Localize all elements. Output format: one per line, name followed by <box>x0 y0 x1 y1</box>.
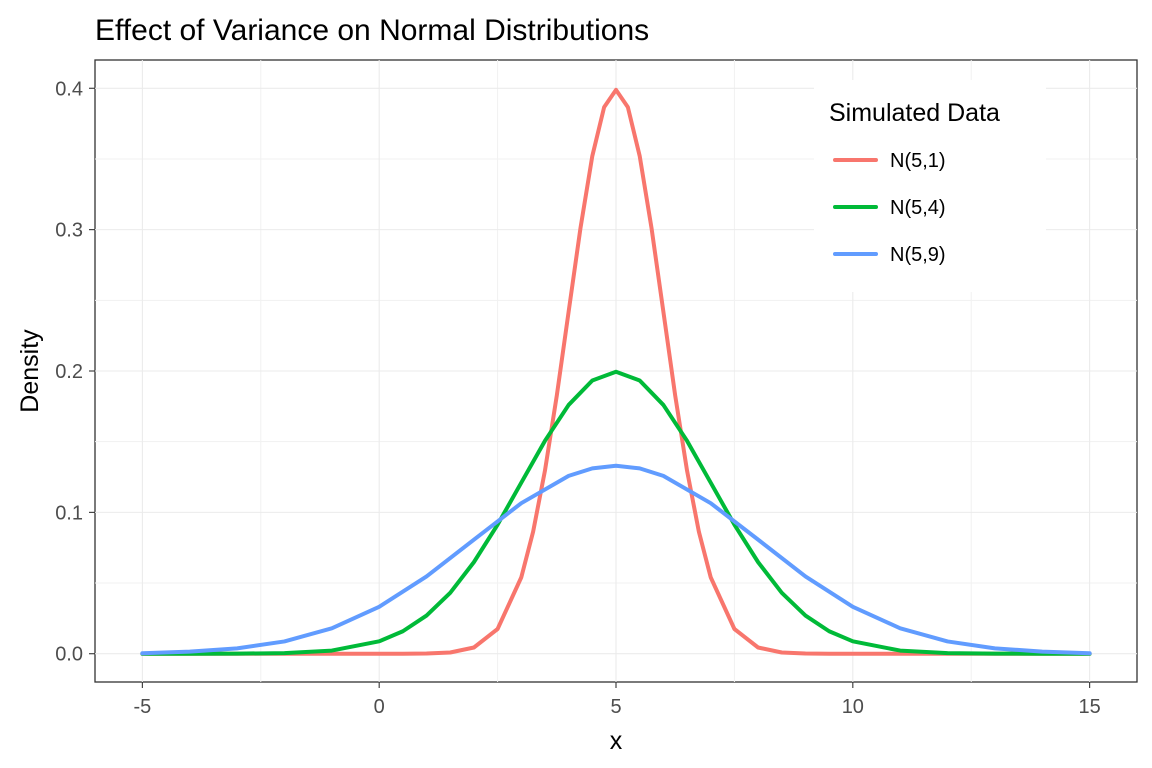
series-line-0 <box>140 87 1092 656</box>
x-axis-title: x <box>610 727 623 755</box>
x-tick-label: 15 <box>1079 696 1101 718</box>
series-lines <box>140 87 1092 656</box>
legend-label-1: N(5,4) <box>890 197 946 219</box>
y-tick-label: 0.2 <box>55 361 83 383</box>
legend-title: Simulated Data <box>829 99 1000 127</box>
y-tick-label: 0.3 <box>55 220 83 242</box>
x-tick-label: 10 <box>842 696 864 718</box>
series-line-2 <box>140 463 1092 656</box>
legend: Simulated Data N(5,1) N(5,4) N(5,9) <box>814 80 1046 292</box>
y-tick-label: 0.1 <box>55 502 83 524</box>
y-tick-label: 0.0 <box>55 644 83 666</box>
x-tick-label: 5 <box>610 696 621 718</box>
y-axis-title: Density <box>16 329 44 413</box>
chart-title: Effect of Variance on Normal Distributio… <box>95 14 649 47</box>
x-tick-label: 0 <box>374 696 385 718</box>
y-tick-label: 0.4 <box>55 78 83 100</box>
x-axis: -5 0 5 10 15 <box>133 682 1101 718</box>
legend-label-2: N(5,9) <box>890 244 946 266</box>
legend-items: N(5,1) N(5,4) N(5,9) <box>833 150 946 266</box>
series-line-1 <box>140 369 1092 656</box>
legend-background <box>814 80 1046 292</box>
legend-label-0: N(5,1) <box>890 150 946 172</box>
y-axis: 0.0 0.1 0.2 0.3 0.4 <box>55 78 95 666</box>
x-tick-label: -5 <box>133 696 151 718</box>
